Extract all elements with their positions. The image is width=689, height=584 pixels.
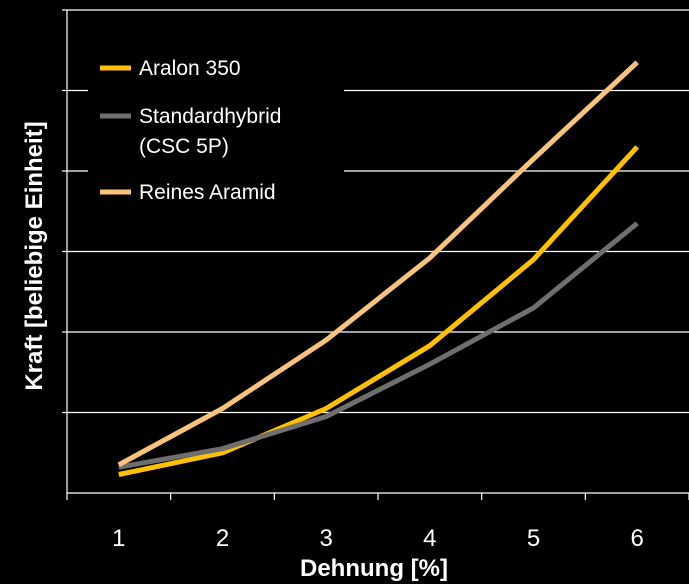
legend-label: Reines Aramid bbox=[139, 181, 276, 204]
legend-label: Aralon 350 bbox=[139, 57, 241, 80]
series-lines bbox=[117, 60, 640, 477]
legend-label: Standardhybrid (CSC 5P) bbox=[139, 105, 281, 158]
x-tick-label: 3 bbox=[319, 525, 332, 552]
x-tick-label: 4 bbox=[423, 525, 436, 552]
x-tick-label: 1 bbox=[112, 525, 125, 552]
x-tick-label: 2 bbox=[216, 525, 229, 552]
y-axis-title: Kraft [beliebige Einheit] bbox=[21, 121, 48, 390]
series-line-reines-aramid bbox=[117, 60, 639, 467]
series-line-standardhybrid-csc-5p bbox=[118, 221, 639, 470]
axes: 1 2 3 4 5 6 bbox=[62, 9, 689, 552]
x-axis-title: Dehnung [%] bbox=[300, 555, 448, 582]
x-tick-label: 5 bbox=[527, 525, 540, 552]
legend-box bbox=[88, 48, 344, 214]
legend: Aralon 350 Standardhybrid (CSC 5P) Reines A… bbox=[88, 48, 344, 214]
series-line-aralon-350 bbox=[118, 145, 640, 477]
x-tick-label: 6 bbox=[630, 525, 643, 552]
